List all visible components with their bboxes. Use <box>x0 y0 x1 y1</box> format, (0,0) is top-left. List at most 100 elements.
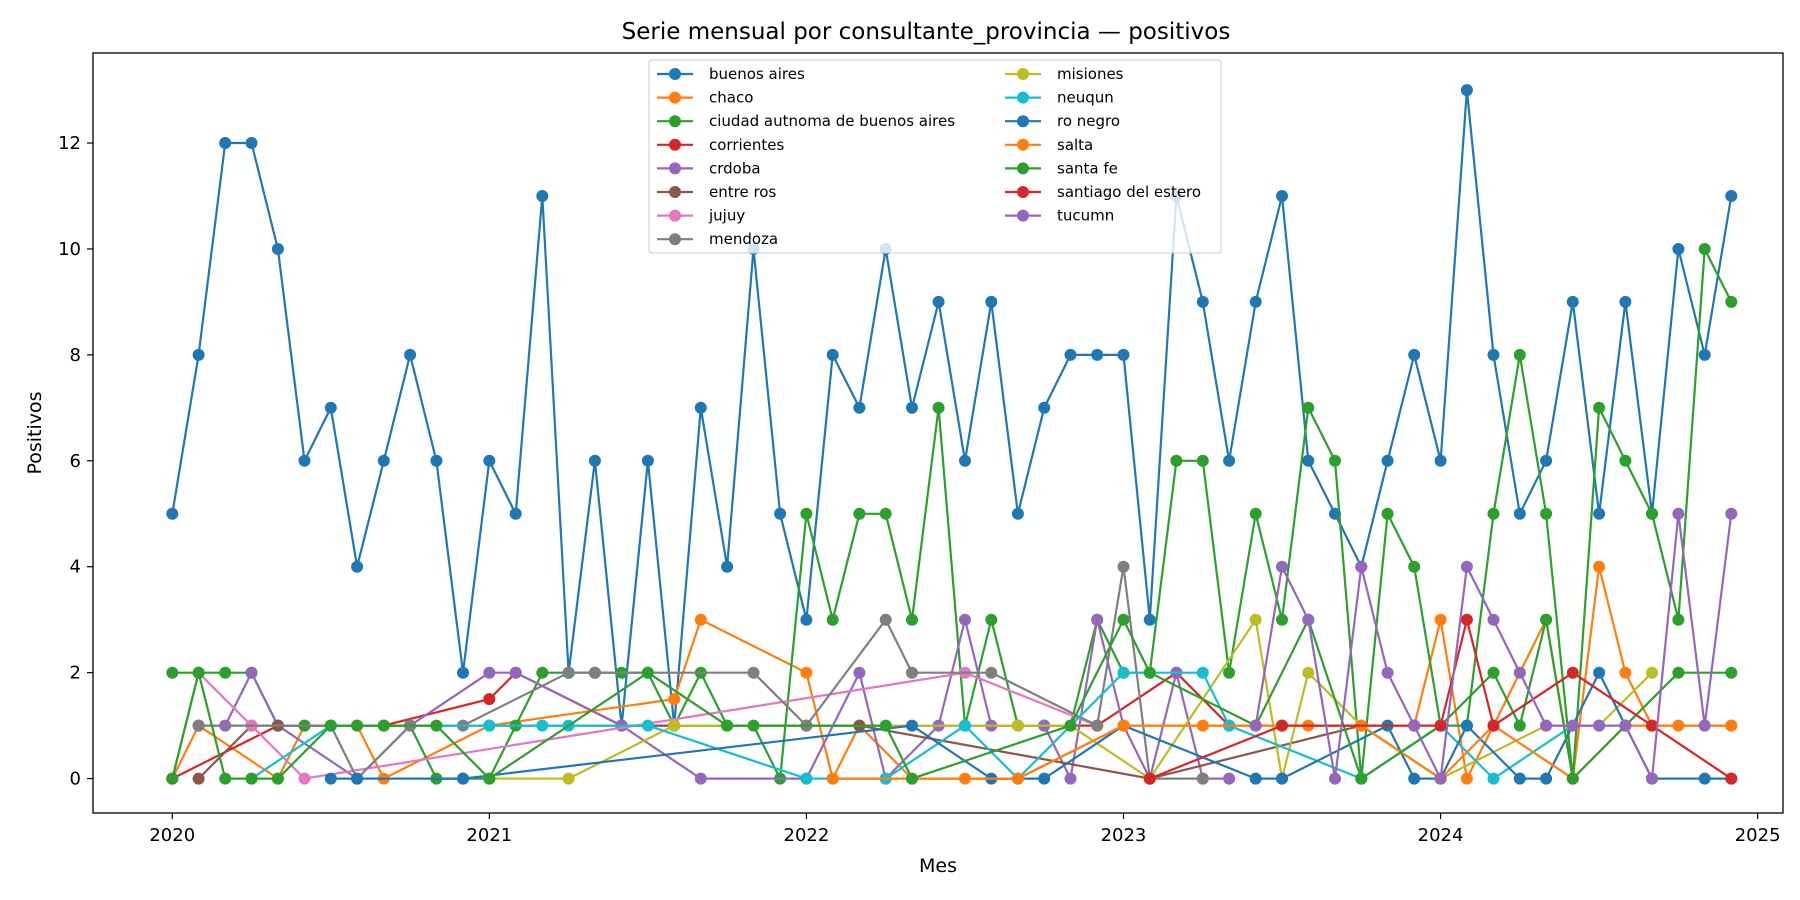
data-point <box>1355 560 1368 573</box>
data-point <box>192 719 205 732</box>
y-tick-label-5: 10 <box>58 239 81 260</box>
x-tick-label-1: 2021 <box>466 825 512 846</box>
data-point <box>245 137 258 149</box>
data-point <box>457 666 469 679</box>
legend-box <box>648 59 1222 254</box>
legend-marker-5 <box>669 186 681 198</box>
data-point <box>747 666 760 679</box>
data-point <box>906 666 918 679</box>
data-point <box>271 772 284 785</box>
data-point <box>457 772 469 785</box>
data-point <box>1540 772 1553 785</box>
data-point <box>1698 719 1711 732</box>
x-axis: 2020 2021 2022 2023 2024 2025 <box>149 813 1781 846</box>
legend-item-12: santa fe <box>1005 159 1118 177</box>
data-point <box>721 560 734 573</box>
data-point <box>509 666 522 679</box>
legend-label-9: neuqun <box>1057 89 1114 107</box>
x-axis-label: Mes <box>919 855 957 877</box>
legend-item-0: buenos aires <box>657 65 805 83</box>
data-point <box>483 772 496 785</box>
legend-item-1: chaco <box>657 89 753 107</box>
data-point <box>853 401 866 414</box>
data-point <box>1223 666 1236 679</box>
data-point <box>1540 454 1553 467</box>
series-line-13 <box>1149 618 1732 780</box>
legend-marker-10 <box>1017 115 1029 128</box>
data-point <box>1566 719 1579 732</box>
data-point <box>1434 454 1447 467</box>
data-point <box>985 613 998 626</box>
data-point <box>1011 507 1024 520</box>
data-point <box>1302 613 1315 626</box>
data-point <box>166 772 179 785</box>
data-point <box>1460 719 1473 732</box>
data-point <box>1434 719 1447 732</box>
data-point <box>879 507 892 520</box>
data-point <box>1302 666 1315 679</box>
y-tick-label-2: 4 <box>70 557 81 578</box>
data-point <box>826 348 839 361</box>
data-point <box>351 560 364 573</box>
data-point <box>1540 719 1553 732</box>
x-tick-label-5: 2025 <box>1735 825 1781 846</box>
legend-item-6: jujuy <box>657 207 745 225</box>
data-point <box>1249 295 1262 308</box>
data-point <box>1487 613 1500 626</box>
data-point <box>1170 454 1183 467</box>
data-point <box>1276 719 1288 732</box>
data-point <box>826 613 839 626</box>
x-tick-label-0: 2020 <box>149 825 195 846</box>
data-point <box>1460 560 1473 573</box>
data-point <box>1329 507 1341 520</box>
data-point <box>1249 772 1262 785</box>
data-point <box>1117 719 1130 732</box>
x-tick-label-3: 2023 <box>1101 825 1147 846</box>
data-point <box>959 454 971 467</box>
data-point <box>1619 295 1632 308</box>
data-point <box>1540 507 1553 520</box>
data-point <box>1329 454 1341 467</box>
data-point <box>1698 348 1711 361</box>
y-tick-label-4: 8 <box>70 345 81 366</box>
series-line-14 <box>1254 512 1733 780</box>
data-point <box>324 772 337 785</box>
data-point <box>1249 507 1262 520</box>
legend-item-9: neuqun <box>1005 89 1114 107</box>
series-layer <box>166 84 1738 785</box>
data-point <box>1593 719 1606 732</box>
data-point <box>1249 613 1262 626</box>
data-point <box>1064 348 1077 361</box>
data-point <box>1646 507 1658 520</box>
data-point <box>536 666 549 679</box>
legend-label-8: misiones <box>1057 65 1124 83</box>
data-point <box>1011 772 1024 785</box>
data-point <box>324 719 337 732</box>
data-point <box>1117 613 1130 626</box>
data-point <box>219 666 232 679</box>
legend-marker-9 <box>1017 91 1029 104</box>
data-point <box>985 295 998 308</box>
data-point <box>906 772 918 785</box>
data-point <box>1619 719 1632 732</box>
data-point <box>1064 719 1077 732</box>
data-point <box>906 401 918 414</box>
data-point <box>800 613 813 626</box>
legend-item-13: santiago del estero <box>1005 183 1201 201</box>
data-point <box>430 454 443 467</box>
series-line-11 <box>832 724 1732 780</box>
data-point <box>1223 772 1236 785</box>
data-point <box>483 693 496 706</box>
data-point <box>1672 507 1685 520</box>
data-point <box>1091 719 1104 732</box>
data-point <box>826 772 839 785</box>
data-point <box>853 507 866 520</box>
data-point <box>562 772 575 785</box>
legend-marker-7 <box>669 233 681 246</box>
data-point <box>483 666 496 679</box>
data-point <box>906 613 918 626</box>
x-tick-label-4: 2024 <box>1418 825 1464 846</box>
data-point <box>1725 507 1738 520</box>
data-point <box>1593 507 1606 520</box>
data-point <box>1646 772 1658 785</box>
